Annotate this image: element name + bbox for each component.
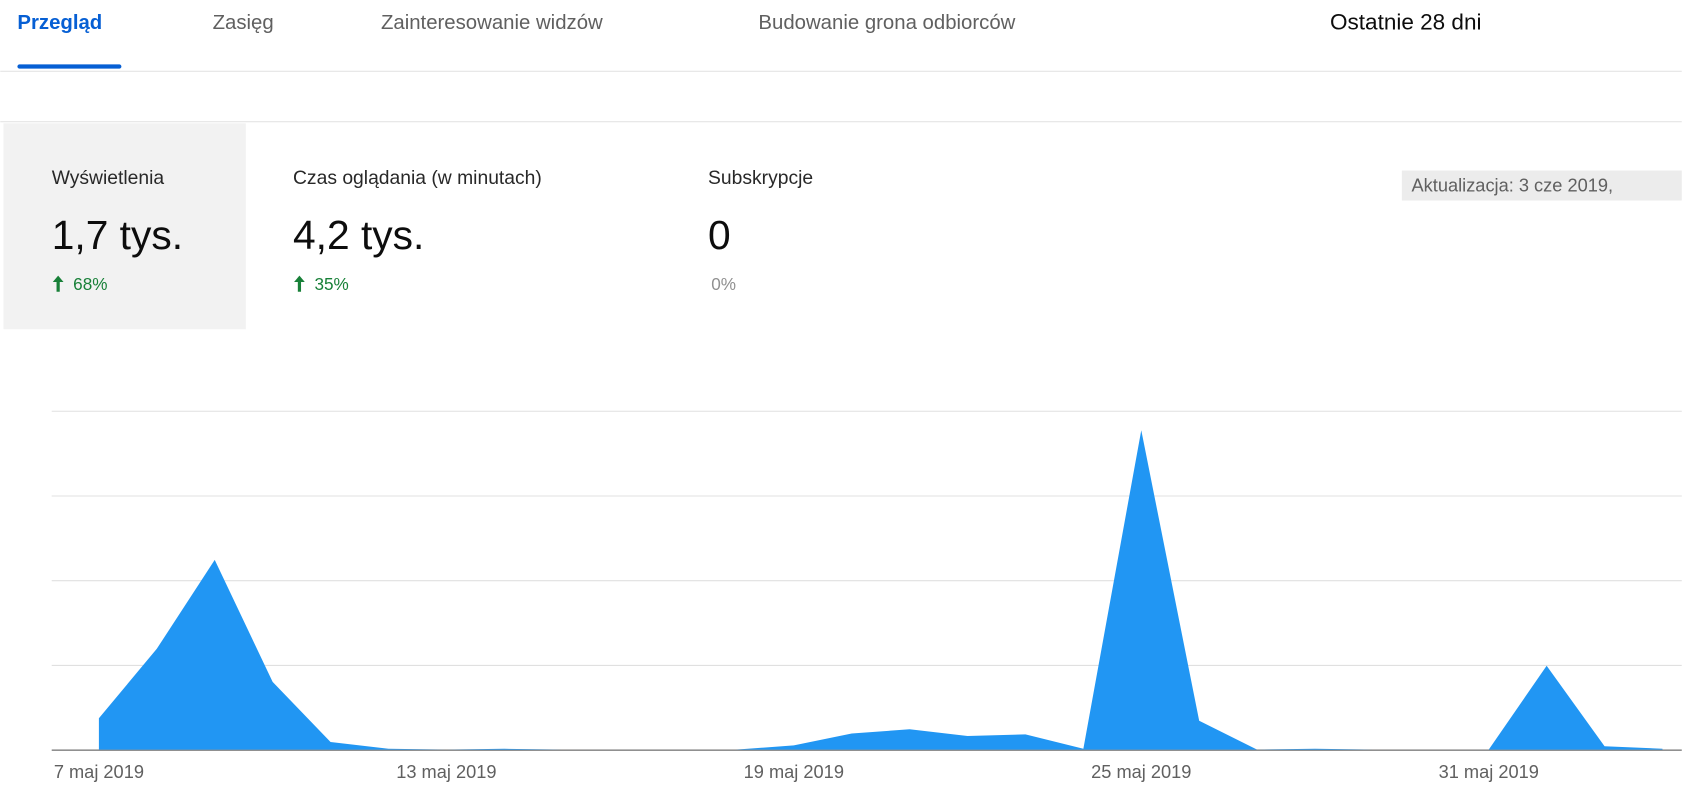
x-tick-label: 7 maj 2019	[54, 761, 144, 782]
metrics: Wyświetlenia 1,7 tys. 68% Czas oglądania (w…	[52, 168, 813, 294]
trend-arrow	[52, 275, 64, 292]
metric-value: 0	[708, 212, 731, 258]
metric-label: Wyświetlenia	[52, 168, 165, 189]
selected-metric-card[interactable]	[3, 123, 246, 330]
metric-label: Czas oglądania (w minutach)	[293, 168, 542, 189]
trend-arrow	[294, 275, 305, 292]
area	[98, 430, 1663, 750]
metric-change: 68%	[73, 274, 107, 294]
tab[interactable]: Przegląd	[17, 12, 102, 34]
tab[interactable]: Zasięg	[213, 12, 274, 34]
period-selector[interactable]: Ostatnie 28 dni	[1330, 10, 1481, 35]
update-badge	[1401, 170, 1682, 201]
tab[interactable]: Zainteresowanie widzów	[381, 12, 603, 34]
x-tick-label: 31 maj 2019	[1439, 761, 1539, 782]
metric-label: Subskrypcje	[708, 168, 813, 189]
metric-value: 1,7 tys.	[52, 212, 183, 258]
tab[interactable]: Budowanie grona odbiorców	[758, 12, 1015, 34]
x-tick-label: 13 maj 2019	[396, 761, 496, 782]
x-tick-label: 25 maj 2019	[1091, 761, 1191, 782]
tab-indicator	[17, 64, 122, 69]
tab-bar: Przegląd Zasięg Zainteresowanie widzów B…	[0, 10, 1682, 72]
chart: 7 maj 2019 13 maj 2019 19 maj 2019 25 maj 2…	[51, 410, 1682, 782]
metric-change: 0%	[711, 274, 736, 294]
metric-value: 4,2 tys.	[293, 212, 424, 258]
x-tick-label: 19 maj 2019	[744, 761, 844, 782]
update-text: Aktualizacja: 3 cze 2019,	[1412, 174, 1614, 195]
metric-change: 35%	[314, 274, 348, 294]
